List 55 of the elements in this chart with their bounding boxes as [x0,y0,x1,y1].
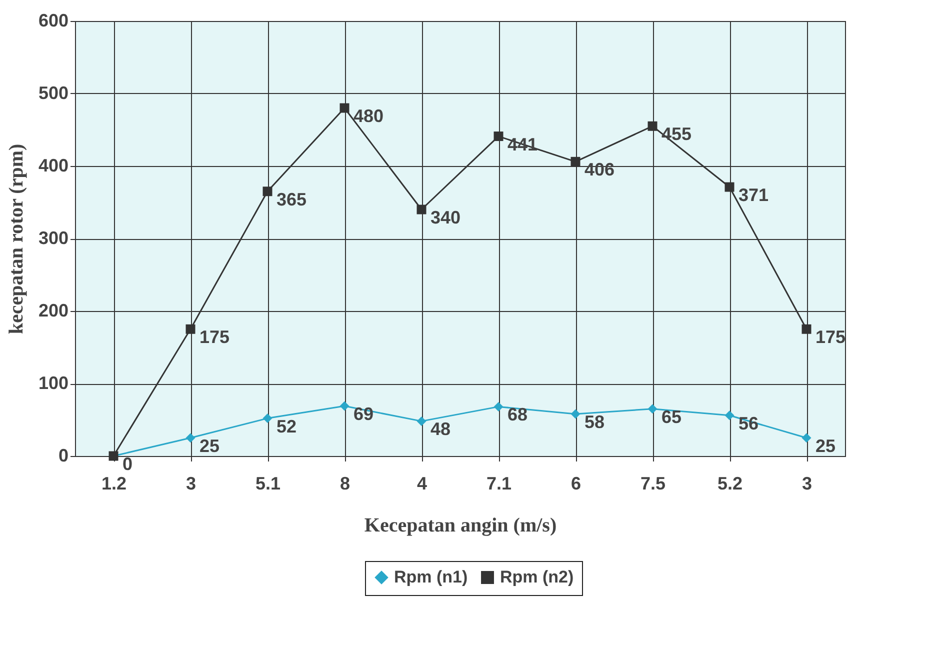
y-tick-label: 100 [38,373,68,393]
point [648,121,658,131]
data-label: 175 [816,327,846,348]
x-tick-label: 8 [340,474,350,494]
data-label: 69 [354,404,374,424]
point [262,414,272,424]
x-tick-label: 3 [802,474,812,494]
data-label: 365 [276,189,307,210]
y-tick-label: 600 [38,10,68,30]
x-tick-label: 1.2 [101,474,127,494]
y-tick-label: 300 [38,228,68,248]
point [570,409,580,419]
x-axis-title: Kecepatan angin (m/s) [364,514,557,536]
data-label: 371 [738,185,769,206]
point [648,404,658,414]
data-label: 25 [816,436,836,456]
point [340,103,350,113]
x-tick-label: 7.1 [486,474,512,494]
y-axis-title: kecepatan rotor (rpm) [5,144,28,334]
x-tick-label: 3 [186,474,196,494]
point [340,401,350,411]
data-label: 25 [200,436,220,456]
point [262,186,272,196]
point [494,402,504,412]
data-label: 480 [354,106,384,126]
x-tick-label: 6 [570,474,582,494]
x-tick-label: 5.1 [255,474,281,494]
y-tick-label: 500 [38,83,68,103]
x-tick-label: 4 [416,474,428,494]
point [416,204,426,214]
point [802,433,812,443]
point [186,433,196,443]
legend-label: Rpm (n2) [500,568,574,587]
data-label: 48 [430,419,451,440]
point [724,410,734,420]
data-label: 455 [662,124,692,144]
y-tick-label: 200 [38,300,68,320]
x-tick-label: 5.2 [717,474,743,494]
legend-label: Rpm (n1) [394,568,468,587]
data-label: 0 [122,454,133,474]
point [802,324,812,334]
x-tick-label: 7.5 [640,474,666,494]
data-label: 65 [662,406,682,427]
point [724,182,734,192]
point [416,416,426,426]
y-tick-label: 400 [38,156,68,176]
data-label: 175 [200,327,230,348]
data-label: 340 [430,208,461,228]
data-label: 52 [276,416,297,436]
point [186,324,196,334]
data-label: 68 [508,404,528,425]
y-tick-label: 0 [58,446,68,466]
data-label: 58 [584,412,605,432]
point [570,156,580,166]
point [494,132,504,142]
